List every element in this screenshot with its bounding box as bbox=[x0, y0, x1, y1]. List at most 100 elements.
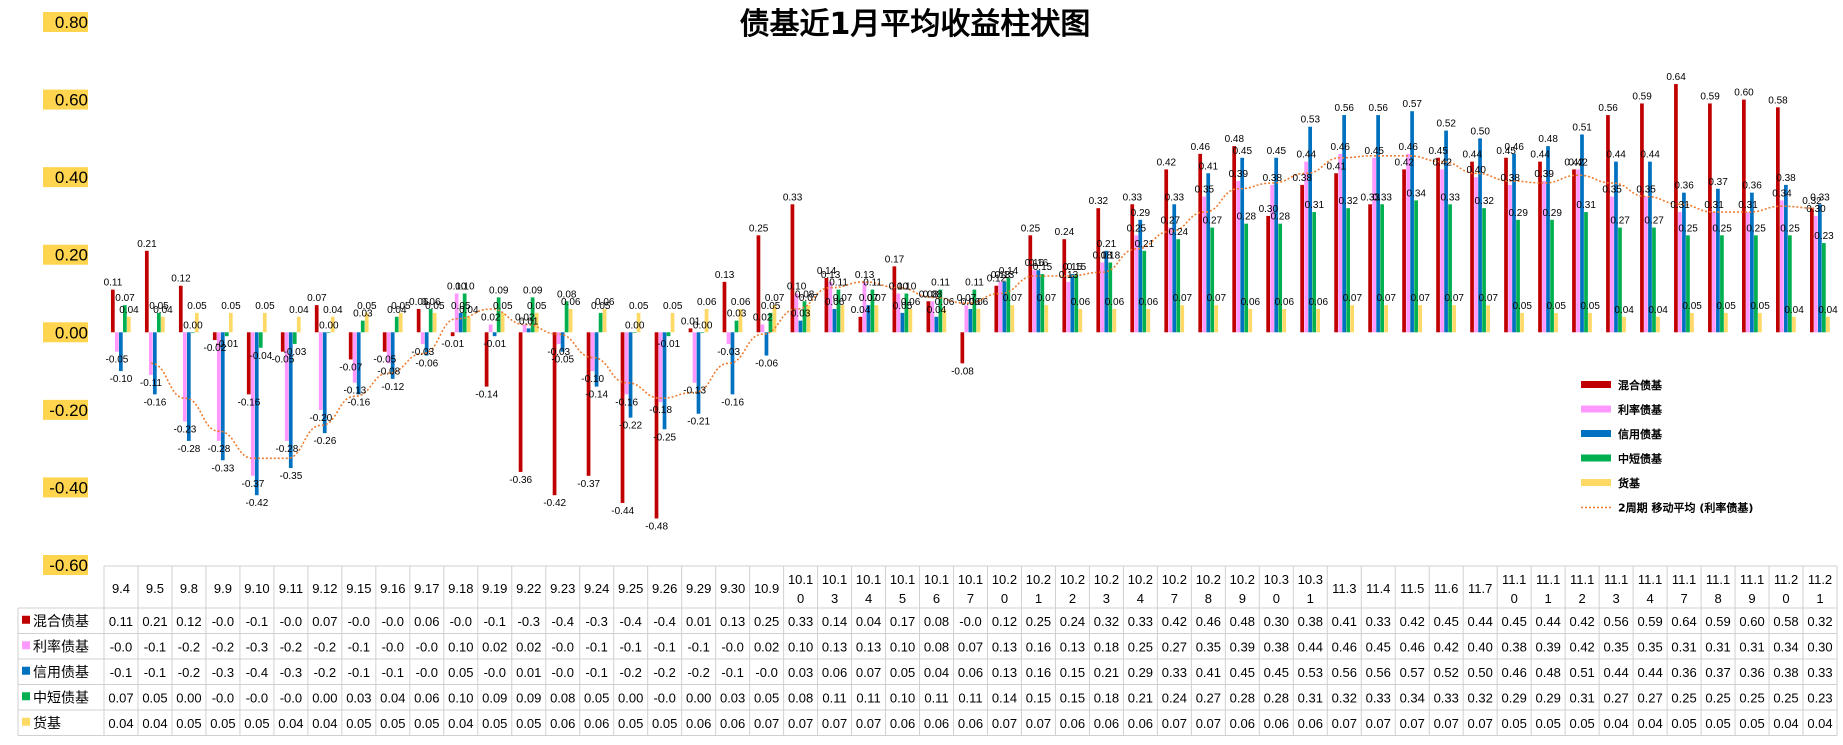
table-cell: 0.34 bbox=[1773, 639, 1798, 654]
data-label: 0.13 bbox=[995, 270, 1015, 281]
table-cell: 0.25 bbox=[1671, 690, 1696, 705]
data-label: 0.28 bbox=[1237, 212, 1257, 223]
table-cell: 0.00 bbox=[312, 690, 337, 705]
table-cell: 0.08 bbox=[924, 614, 949, 629]
table-cell: 0.05 bbox=[890, 665, 915, 680]
data-label: 0.07 bbox=[957, 293, 977, 304]
table-cell: 0.02 bbox=[754, 639, 779, 654]
bar bbox=[1028, 235, 1033, 333]
table-cell: 0.07 bbox=[108, 690, 133, 705]
data-label: 0.07 bbox=[1478, 293, 1498, 304]
bar bbox=[1452, 305, 1456, 333]
bar bbox=[212, 332, 217, 341]
table-cell: 0.11 bbox=[924, 690, 948, 705]
table-cell: 0.27 bbox=[1162, 639, 1187, 654]
bar bbox=[994, 285, 999, 333]
table-cell: 0.45 bbox=[1230, 665, 1255, 680]
data-label: -0.01 bbox=[441, 339, 464, 350]
bar bbox=[1270, 184, 1275, 333]
table-cell: -0.0 bbox=[450, 614, 472, 629]
y-tick-highlight bbox=[43, 322, 88, 343]
x-category-label: 9.24 bbox=[584, 581, 609, 596]
table-cell: 0.16 bbox=[1026, 639, 1051, 654]
table-cell: 0.57 bbox=[1400, 665, 1425, 680]
bar bbox=[1436, 157, 1440, 333]
table-cell: 0.41 bbox=[1332, 614, 1357, 629]
bar bbox=[1142, 250, 1147, 333]
bar bbox=[1164, 169, 1169, 333]
table-cell: -0.0 bbox=[484, 665, 506, 680]
bar bbox=[704, 309, 709, 333]
table-cell: 0.31 bbox=[1705, 639, 1730, 654]
x-category-label: 11.1 8 bbox=[1706, 572, 1730, 606]
table-cell: -0.0 bbox=[212, 690, 234, 705]
data-label: 0.41 bbox=[1327, 161, 1347, 172]
table-cell: -0.2 bbox=[314, 665, 336, 680]
data-label: 0.33 bbox=[1123, 192, 1143, 203]
bar bbox=[1032, 270, 1037, 333]
data-label: 0.15 bbox=[1063, 262, 1083, 273]
x-category-label: 11.7 bbox=[1468, 581, 1492, 596]
table-cell: 0.07 bbox=[1468, 716, 1493, 731]
bar bbox=[348, 332, 353, 360]
table-cell: 0.01 bbox=[516, 665, 541, 680]
table-cell: 0.32 bbox=[1094, 614, 1119, 629]
bar bbox=[806, 305, 811, 333]
data-label: -0.04 bbox=[250, 351, 273, 362]
table-cell: 0.44 bbox=[1603, 665, 1628, 680]
data-label: -0.21 bbox=[687, 417, 710, 428]
data-label: -0.42 bbox=[246, 498, 269, 509]
bar bbox=[1538, 161, 1542, 333]
bar bbox=[1606, 115, 1610, 333]
bar bbox=[1002, 281, 1007, 333]
x-category-label: 10.9 bbox=[754, 581, 779, 596]
bar bbox=[624, 332, 629, 395]
data-label: 0.60 bbox=[1734, 88, 1754, 99]
x-category-label: 11.4 bbox=[1366, 581, 1390, 596]
data-label: 0.33 bbox=[1373, 192, 1393, 203]
table-row-header: 货基 bbox=[33, 715, 61, 732]
data-label: 0.06 bbox=[901, 297, 921, 308]
bar bbox=[1504, 157, 1508, 333]
data-label: 0.07 bbox=[859, 293, 879, 304]
table-cell: -0.0 bbox=[382, 639, 404, 654]
data-label: 0.32 bbox=[1474, 196, 1494, 207]
moving-average-trendline bbox=[150, 155, 1817, 460]
y-tick-label: -0.40 bbox=[49, 478, 88, 497]
data-label: 0.57 bbox=[1403, 99, 1423, 110]
table-cell: 0.42 bbox=[1569, 639, 1594, 654]
data-label: -0.16 bbox=[347, 397, 370, 408]
table-cell: 0.05 bbox=[1671, 716, 1696, 731]
data-label: 0.21 bbox=[137, 239, 157, 250]
bar bbox=[1542, 181, 1546, 333]
data-label: -0.03 bbox=[411, 347, 434, 358]
bar bbox=[1516, 219, 1520, 333]
bar bbox=[1482, 208, 1486, 333]
table-cell: 0.56 bbox=[1603, 614, 1628, 629]
table-cell: 0.04 bbox=[312, 716, 337, 731]
table-cell: -0.3 bbox=[518, 614, 540, 629]
data-label: 0.04 bbox=[1818, 305, 1838, 316]
bar bbox=[734, 320, 739, 333]
bar bbox=[450, 332, 455, 337]
bar bbox=[1614, 161, 1618, 333]
bar bbox=[534, 312, 539, 333]
bar bbox=[666, 332, 671, 337]
x-category-label: 10.1 7 bbox=[958, 572, 983, 606]
data-label: 0.04 bbox=[153, 305, 173, 316]
table-cell: 0.38 bbox=[1502, 639, 1527, 654]
table-cell: -0.1 bbox=[348, 665, 370, 680]
bar bbox=[144, 250, 149, 333]
x-category-label: 11.2 1 bbox=[1808, 572, 1832, 606]
bar bbox=[156, 312, 161, 333]
data-label: 0.31 bbox=[1576, 200, 1596, 211]
data-label: 0.05 bbox=[1750, 301, 1770, 312]
table-cell: 0.11 bbox=[958, 690, 982, 705]
bar bbox=[1554, 312, 1558, 333]
bar bbox=[186, 332, 191, 441]
data-label: 0.35 bbox=[1602, 185, 1622, 196]
table-cell: 0.36 bbox=[1671, 665, 1696, 680]
data-label: 0.07 bbox=[1003, 293, 1023, 304]
table-cell: 0.05 bbox=[516, 716, 541, 731]
table-cell: 0.16 bbox=[1026, 665, 1051, 680]
